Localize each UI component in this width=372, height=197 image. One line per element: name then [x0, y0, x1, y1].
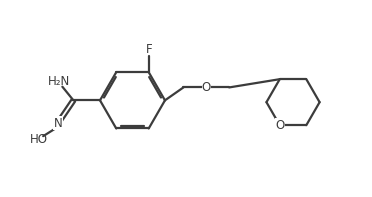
Text: H₂N: H₂N — [48, 75, 71, 88]
Text: HO: HO — [30, 133, 48, 146]
Text: O: O — [275, 119, 284, 132]
Text: F: F — [145, 43, 152, 56]
Text: N: N — [54, 117, 62, 130]
Text: O: O — [202, 81, 211, 94]
